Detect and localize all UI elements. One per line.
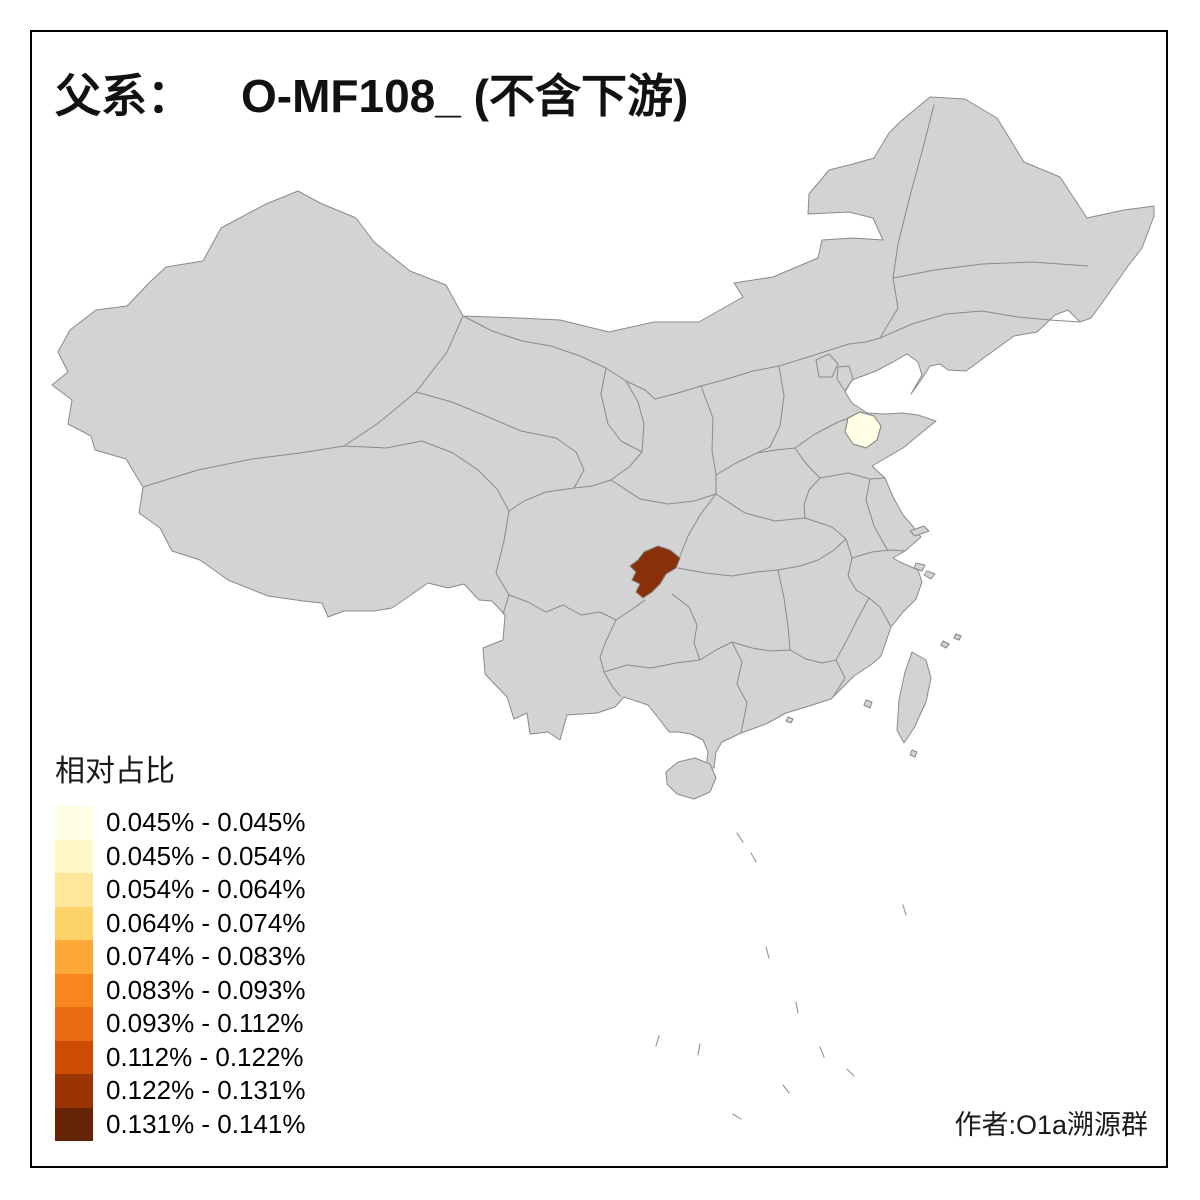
sea-islets (655, 633, 962, 1120)
legend-swatch (55, 1040, 93, 1074)
legend-swatch (55, 940, 93, 974)
legend-item: 0.131% - 0.141% (55, 1107, 306, 1141)
legend-swatch (55, 1074, 93, 1108)
legend-swatch (55, 1107, 93, 1141)
hainan-island (665, 757, 717, 800)
sea-dash (655, 1035, 660, 1047)
mainland-landmass (51, 96, 1155, 800)
legend-label: 0.045% - 0.054% (106, 840, 306, 871)
sea-dash (732, 1113, 742, 1120)
legend-item: 0.083% - 0.093% (55, 973, 306, 1007)
zhoushan-island (913, 562, 926, 572)
legend-label: 0.131% - 0.141% (106, 1108, 306, 1139)
sea-dash (902, 904, 907, 916)
legend-swatch (55, 806, 93, 840)
sea-dash (846, 1068, 855, 1077)
title-prefix: 父系： (55, 70, 193, 122)
sea-islet (940, 640, 950, 649)
sea-dash (750, 852, 757, 863)
legend-title: 相对占比 (55, 755, 175, 788)
region-shandong (844, 411, 882, 449)
legend-label: 0.074% - 0.083% (106, 941, 306, 972)
legend-item: 0.045% - 0.054% (55, 839, 306, 873)
sea-dash (697, 1043, 701, 1056)
legend: 相对占比 0.045% - 0.045% 0.045% - 0.054% 0.0… (55, 746, 305, 1141)
legend-swatch (55, 973, 93, 1007)
legend-item: 0.074% - 0.083% (55, 940, 305, 974)
legend-swatch (55, 1007, 93, 1041)
legend-swatch (55, 873, 93, 907)
legend-swatch (55, 906, 93, 940)
legend-item: 0.064% - 0.074% (55, 906, 306, 940)
sea-dash (819, 1046, 825, 1058)
legend-swatch (55, 839, 93, 873)
legend-item: 0.054% - 0.064% (55, 873, 305, 907)
sea-dash (795, 1001, 799, 1014)
sea-dash (782, 1084, 790, 1094)
legend-item: 0.045% - 0.045% (55, 806, 305, 840)
title-main: O-MF108_ (不含下游) (241, 70, 689, 122)
figure-title: 父系： O-MF108_ (不含下游) (55, 60, 688, 126)
legend-label: 0.054% - 0.064% (106, 874, 306, 905)
legend-item: 0.122% - 0.131% (55, 1074, 305, 1108)
lanyu-island (909, 749, 918, 758)
legend-label: 0.045% - 0.045% (106, 807, 306, 838)
legend-label: 0.083% - 0.093% (106, 974, 306, 1005)
legend-item: 0.093% - 0.112% (55, 1007, 305, 1041)
sea-islet (953, 633, 962, 641)
sea-dash (765, 946, 770, 959)
legend-label: 0.112% - 0.122% (106, 1041, 304, 1072)
legend-label: 0.093% - 0.112% (106, 1008, 304, 1039)
zhoushan-island-2 (923, 570, 936, 580)
region-chongqing (629, 545, 681, 599)
penghu-island (863, 699, 873, 709)
legend-label: 0.122% - 0.131% (106, 1075, 306, 1106)
chongming-island (909, 525, 930, 537)
sea-dash (736, 832, 744, 843)
taiwan-island (896, 651, 932, 744)
legend-label: 0.064% - 0.074% (106, 907, 306, 938)
legend-item: 0.112% - 0.122% (55, 1040, 305, 1074)
mainland-outline (51, 96, 1155, 769)
coastal-islet (785, 716, 794, 724)
attribution: 作者:O1a溯源群 (954, 1110, 1148, 1140)
